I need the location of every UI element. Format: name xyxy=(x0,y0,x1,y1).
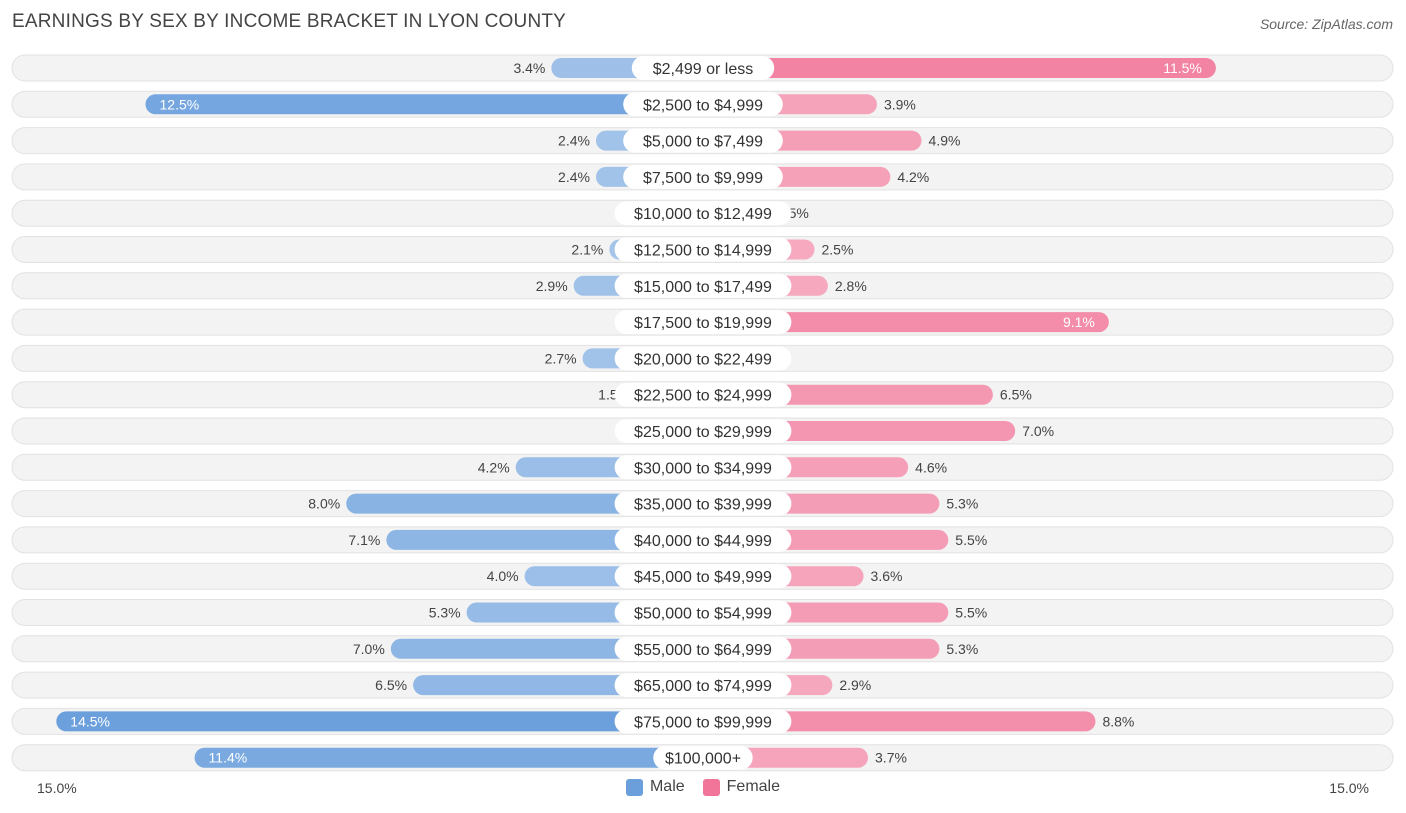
category-label: $75,000 to $99,999 xyxy=(634,714,772,731)
category-label-pill xyxy=(614,636,792,661)
category-label: $5,000 to $7,499 xyxy=(643,134,763,151)
bar-male xyxy=(145,94,713,115)
data-label-female: 5.5% xyxy=(955,605,987,621)
category-label-pill xyxy=(614,600,792,625)
category-label-pill xyxy=(614,527,792,552)
legend-label-female: Female xyxy=(726,778,781,795)
category-label: $12,500 to $14,999 xyxy=(634,243,772,260)
source-label: Source: ZipAtlas.com xyxy=(1259,16,1393,32)
category-label: $2,500 to $4,999 xyxy=(643,97,763,114)
data-label-female: 2.5% xyxy=(822,242,854,258)
data-label-female: 3.9% xyxy=(884,96,916,112)
category-label: $10,000 to $12,499 xyxy=(634,206,772,223)
data-label-male: 12.5% xyxy=(160,96,200,112)
data-label-female: 2.9% xyxy=(839,677,871,693)
data-label-female: 5.3% xyxy=(946,496,978,512)
category-label: $25,000 to $29,999 xyxy=(634,424,772,441)
data-label-female: 5.5% xyxy=(955,532,987,548)
category-label-pill xyxy=(614,273,792,298)
data-label-male: 5.3% xyxy=(429,605,461,621)
category-label: $15,000 to $17,499 xyxy=(634,279,772,296)
data-label-female: 4.6% xyxy=(915,459,947,475)
data-label-female: 4.2% xyxy=(897,169,929,185)
category-label-pill xyxy=(614,455,792,480)
category-label-pill xyxy=(623,92,783,117)
axis-left-label: 15.0% xyxy=(37,780,77,796)
category-label: $35,000 to $39,999 xyxy=(634,497,772,514)
category-label-pill xyxy=(614,564,792,589)
data-label-male: 7.1% xyxy=(348,532,380,548)
bar-female xyxy=(693,711,1096,732)
data-label-male: 3.4% xyxy=(513,60,545,76)
data-label-male: 2.9% xyxy=(536,278,568,294)
data-label-female: 2.8% xyxy=(835,278,867,294)
category-label-pill xyxy=(623,164,783,189)
bar-male xyxy=(56,711,714,732)
category-label-pill xyxy=(614,310,792,335)
data-label-male: 6.5% xyxy=(375,677,407,693)
data-label-female: 5.3% xyxy=(946,641,978,657)
axis-right-label: 15.0% xyxy=(1329,780,1369,796)
category-label-pill xyxy=(614,237,792,262)
category-label: $50,000 to $54,999 xyxy=(634,606,772,623)
data-label-male: 2.1% xyxy=(571,242,603,258)
data-label-male: 2.7% xyxy=(545,350,577,366)
category-label: $40,000 to $44,999 xyxy=(634,533,772,550)
data-label-female: 11.5% xyxy=(1163,60,1202,76)
category-label-pill xyxy=(623,128,783,153)
category-label: $17,500 to $19,999 xyxy=(634,315,772,332)
data-label-male: 2.4% xyxy=(558,133,590,149)
bar-female xyxy=(693,58,1216,78)
data-label-female: 9.1% xyxy=(1063,314,1095,330)
data-label-male: 11.4% xyxy=(209,750,248,766)
legend-item-male[interactable]: Male xyxy=(625,778,685,796)
data-label-male: 7.0% xyxy=(353,641,385,657)
chart-title: EARNINGS BY SEX BY INCOME BRACKET IN LYO… xyxy=(12,11,567,32)
category-label-pill xyxy=(614,419,792,443)
data-label-female: 8.8% xyxy=(1102,713,1134,729)
data-label-male: 4.0% xyxy=(487,568,519,584)
category-label: $45,000 to $49,999 xyxy=(634,569,772,586)
category-label-pill xyxy=(614,709,792,734)
data-label-female: 7.0% xyxy=(1022,423,1054,439)
category-label-pill xyxy=(614,491,792,516)
category-label: $20,000 to $22,499 xyxy=(634,351,772,368)
category-label: $55,000 to $64,999 xyxy=(634,642,772,659)
legend-label-male: Male xyxy=(649,778,685,795)
data-label-male: 14.5% xyxy=(70,713,110,729)
category-label: $7,500 to $9,999 xyxy=(643,170,763,187)
category-label-pill xyxy=(631,56,775,80)
category-label-pill xyxy=(614,673,792,698)
category-label: $22,500 to $24,999 xyxy=(634,388,772,405)
bar-female xyxy=(693,312,1109,333)
legend-item-female[interactable]: Female xyxy=(702,778,781,796)
data-label-male: 8.0% xyxy=(308,496,340,512)
category-label: $65,000 to $74,999 xyxy=(634,678,772,695)
category-label-pill xyxy=(614,382,792,407)
legend: Male Female xyxy=(0,778,1406,796)
category-label: $2,499 or less xyxy=(653,61,754,78)
data-label-female: 4.9% xyxy=(929,133,961,149)
legend-swatch-male xyxy=(625,778,643,796)
data-label-male: 2.4% xyxy=(558,169,590,185)
data-label-female: 3.6% xyxy=(871,568,903,584)
category-label: $30,000 to $34,999 xyxy=(634,460,772,477)
data-label-male: 4.2% xyxy=(478,459,510,475)
category-label: $100,000+ xyxy=(665,751,741,768)
bar-male xyxy=(194,747,713,768)
category-label-pill xyxy=(614,201,792,226)
data-label-female: 3.7% xyxy=(875,750,907,766)
category-label-pill xyxy=(653,745,753,770)
category-label-pill xyxy=(614,346,792,371)
data-label-female: 6.5% xyxy=(1000,387,1032,403)
legend-swatch-female xyxy=(702,778,720,796)
